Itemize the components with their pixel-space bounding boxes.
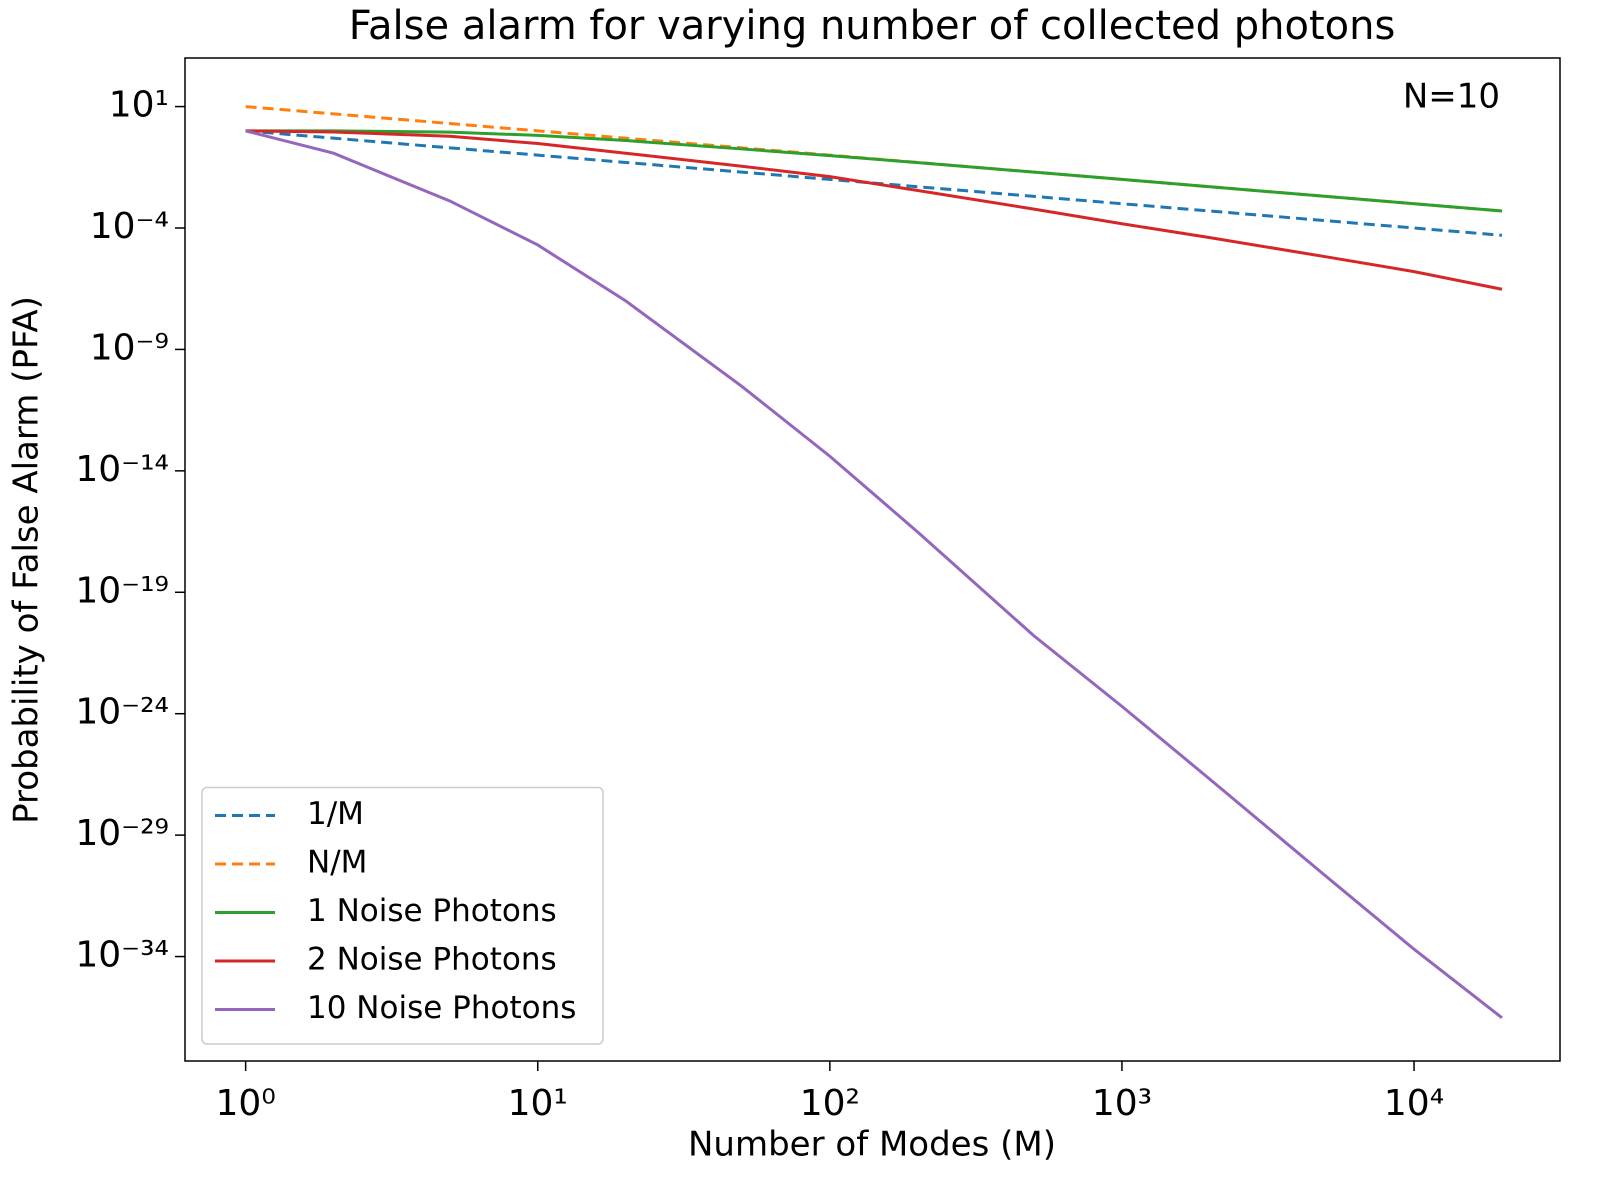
legend-label: 2 Noise Photons (307, 942, 557, 978)
y-tick-label: 10⁻⁹ (90, 327, 169, 368)
chart-title: False alarm for varying number of collec… (349, 3, 1396, 49)
y-tick-label: 10⁻¹⁴ (75, 449, 169, 490)
y-axis-label: Probability of False Alarm (PFA) (7, 296, 47, 824)
series-line (245, 129, 1503, 291)
x-tick-label: 10⁴ (1384, 1083, 1444, 1124)
legend-label: N/M (307, 845, 367, 881)
series-line (245, 129, 1503, 1020)
legend-label: 1/M (307, 796, 364, 832)
annotation: N=10 (1403, 77, 1500, 117)
legend-label: 10 Noise Photons (307, 990, 576, 1026)
x-tick-label: 10¹ (508, 1083, 568, 1124)
y-tick-label: 10⁻¹⁹ (75, 570, 169, 611)
series-line (245, 129, 1503, 213)
x-axis-label: Number of Modes (M) (688, 1125, 1056, 1165)
x-tick-label: 10² (800, 1083, 860, 1124)
x-tick-label: 10³ (1092, 1083, 1152, 1124)
legend-label: 1 Noise Photons (307, 893, 557, 929)
x-tick-label: 10⁰ (216, 1083, 276, 1124)
y-tick-label: 10¹ (109, 85, 169, 126)
y-tick-label: 10⁻³⁴ (75, 935, 169, 976)
y-tick-label: 10⁻⁴ (90, 206, 169, 247)
y-tick-label: 10⁻²⁴ (75, 692, 169, 733)
plot-frame (184, 57, 1561, 1062)
y-tick-label: 10⁻²⁹ (75, 813, 169, 854)
legend-box (201, 786, 604, 1045)
